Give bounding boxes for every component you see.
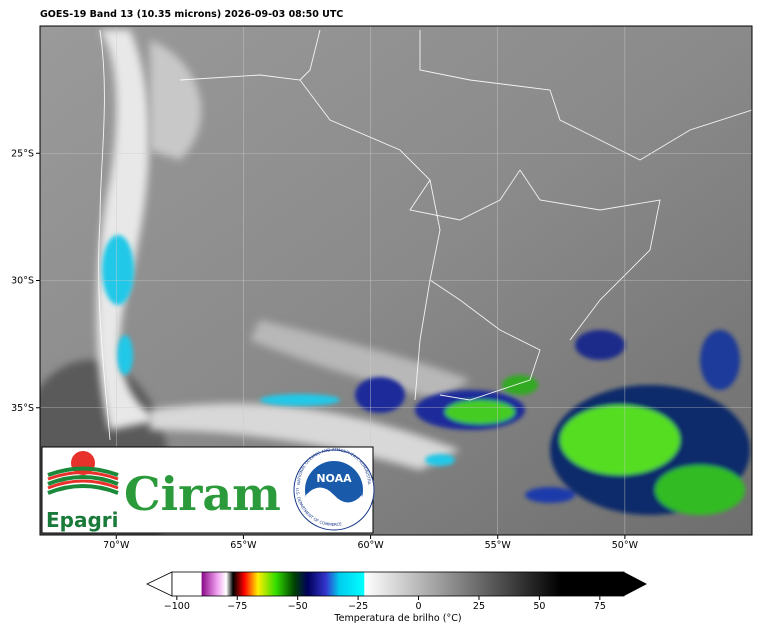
y-tick-label: 25°S xyxy=(11,148,34,159)
x-tick-label: 65°W xyxy=(230,540,257,551)
colorbar-tick-label: −75 xyxy=(227,601,247,612)
colorbar-tick-label: −100 xyxy=(164,601,190,612)
colorbar-tick-label: 25 xyxy=(473,601,485,612)
colorbar-tick-label: 75 xyxy=(594,601,606,612)
x-tick-label: 55°W xyxy=(485,540,512,551)
colorbar-tick-label: −50 xyxy=(288,601,308,612)
colorbar-ticks: −100 −75 −50 −25 0 25 50 75 xyxy=(164,596,606,612)
colorbar xyxy=(146,571,647,597)
title: GOES-19 Band 13 (10.35 microns) 2026-09-… xyxy=(40,9,343,20)
colorbar-tick-label: 50 xyxy=(533,601,545,612)
x-tick-label: 70°W xyxy=(103,540,130,551)
ciram-logo: Ciram xyxy=(124,467,281,521)
noaa-logo: NOAA xyxy=(316,472,352,485)
y-tick-label: 30°S xyxy=(11,276,34,287)
x-tick-label: 50°W xyxy=(612,540,639,551)
colorbar-tick-label: 0 xyxy=(416,601,422,612)
epagri-logo: Epagri xyxy=(46,508,119,532)
map-frame xyxy=(39,25,753,536)
y-tick-label: 35°S xyxy=(11,403,34,414)
colorbar-tick-label: −25 xyxy=(348,601,368,612)
colorbar-label: Temperatura de brilho (°C) xyxy=(333,613,461,624)
x-tick-label: 60°W xyxy=(357,540,384,551)
